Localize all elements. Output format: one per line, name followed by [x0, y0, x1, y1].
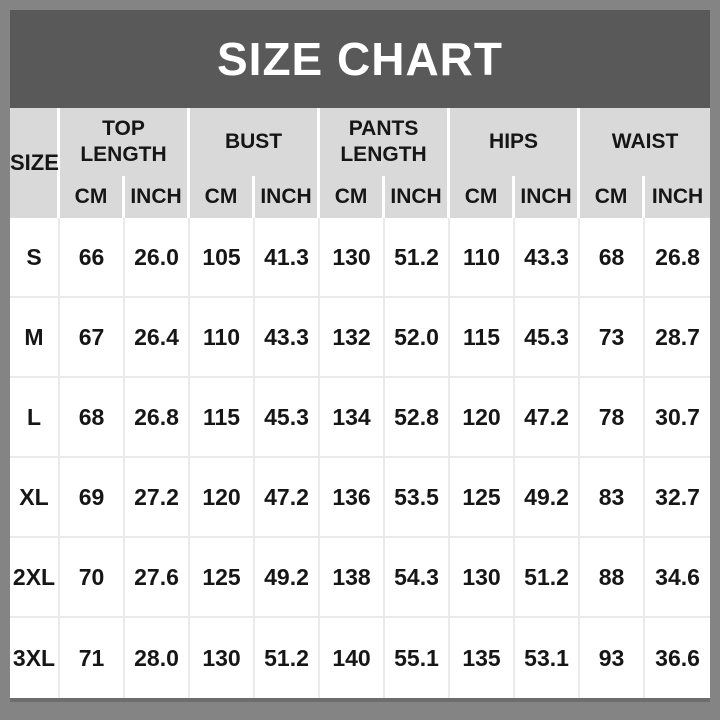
cell: 125: [190, 538, 256, 618]
size-label: L: [10, 378, 60, 458]
cell: 51.2: [385, 218, 451, 298]
cell: 52.8: [385, 378, 451, 458]
size-label: 2XL: [10, 538, 60, 618]
cell: 27.2: [125, 458, 191, 538]
cell: 53.1: [515, 618, 581, 698]
cell: 54.3: [385, 538, 451, 618]
cell: 135: [450, 618, 516, 698]
header-unit-row: CM INCH CM INCH CM INCH CM INCH CM INCH: [10, 176, 711, 218]
header-waist-inch: INCH: [645, 176, 711, 218]
size-chart-panel: SIZE CHART SIZE TOP LENGTH BUST PANTS LE…: [10, 10, 711, 702]
cell: 27.6: [125, 538, 191, 618]
cell: 36.6: [645, 618, 711, 698]
header-pants-length-inch: INCH: [385, 176, 451, 218]
cell: 49.2: [515, 458, 581, 538]
cell: 71: [60, 618, 125, 698]
cell: 43.3: [255, 298, 321, 378]
cell: 41.3: [255, 218, 321, 298]
cell: 32.7: [645, 458, 711, 538]
cell: 93: [580, 618, 646, 698]
cell: 47.2: [255, 458, 321, 538]
cell: 26.8: [645, 218, 711, 298]
cell: 52.0: [385, 298, 451, 378]
cell: 67: [60, 298, 125, 378]
size-row-xl: XL 69 27.2 120 47.2 136 53.5 125 49.2 83…: [10, 458, 711, 538]
title-bar: SIZE CHART: [10, 10, 710, 108]
header-waist-cm: CM: [580, 176, 646, 218]
cell: 136: [320, 458, 386, 538]
cell: 51.2: [255, 618, 321, 698]
cell: 43.3: [515, 218, 581, 298]
cell: 26.0: [125, 218, 191, 298]
cell: 49.2: [255, 538, 321, 618]
cell: 26.4: [125, 298, 191, 378]
header-bust-cm: CM: [190, 176, 256, 218]
cell: 69: [60, 458, 125, 538]
cell: 130: [450, 538, 516, 618]
size-label: S: [10, 218, 60, 298]
cell: 105: [190, 218, 256, 298]
cell: 110: [450, 218, 516, 298]
cell: 68: [580, 218, 646, 298]
cell: 125: [450, 458, 516, 538]
header-group-bust: BUST: [190, 108, 321, 176]
cell: 26.8: [125, 378, 191, 458]
cell: 34.6: [645, 538, 711, 618]
cell: 70: [60, 538, 125, 618]
cell: 130: [320, 218, 386, 298]
header-group-hips: HIPS: [450, 108, 581, 176]
size-row-l: L 68 26.8 115 45.3 134 52.8 120 47.2 78 …: [10, 378, 711, 458]
cell: 132: [320, 298, 386, 378]
cell: 73: [580, 298, 646, 378]
cell: 66: [60, 218, 125, 298]
header-group-top-length: TOP LENGTH: [60, 108, 191, 176]
cell: 53.5: [385, 458, 451, 538]
header-group-waist: WAIST: [580, 108, 711, 176]
cell: 83: [580, 458, 646, 538]
cell: 28.7: [645, 298, 711, 378]
size-label: M: [10, 298, 60, 378]
size-row-s: S 66 26.0 105 41.3 130 51.2 110 43.3 68 …: [10, 218, 711, 298]
cell: 130: [190, 618, 256, 698]
header-top-length-inch: INCH: [125, 176, 191, 218]
size-label: XL: [10, 458, 60, 538]
cell: 120: [190, 458, 256, 538]
header-top-length-cm: CM: [60, 176, 125, 218]
size-row-2xl: 2XL 70 27.6 125 49.2 138 54.3 130 51.2 8…: [10, 538, 711, 618]
cell: 45.3: [255, 378, 321, 458]
cell: 30.7: [645, 378, 711, 458]
cell: 120: [450, 378, 516, 458]
header-group-row: SIZE TOP LENGTH BUST PANTS LENGTH HIPS W…: [10, 108, 711, 218]
cell: 47.2: [515, 378, 581, 458]
cell: 115: [190, 378, 256, 458]
cell: 134: [320, 378, 386, 458]
cell: 55.1: [385, 618, 451, 698]
cell: 51.2: [515, 538, 581, 618]
header-hips-cm: CM: [450, 176, 516, 218]
page-title: SIZE CHART: [217, 33, 503, 85]
cell: 110: [190, 298, 256, 378]
cell: 78: [580, 378, 646, 458]
cell: 140: [320, 618, 386, 698]
header-hips-inch: INCH: [515, 176, 581, 218]
header-bust-inch: INCH: [255, 176, 321, 218]
size-row-m: M 67 26.4 110 43.3 132 52.0 115 45.3 73 …: [10, 298, 711, 378]
size-label: 3XL: [10, 618, 60, 698]
cell: 28.0: [125, 618, 191, 698]
cell: 88: [580, 538, 646, 618]
size-chart-table: SIZE TOP LENGTH BUST PANTS LENGTH HIPS W…: [10, 108, 711, 698]
cell: 45.3: [515, 298, 581, 378]
header-pants-length-cm: CM: [320, 176, 386, 218]
cell: 115: [450, 298, 516, 378]
header-size: SIZE: [10, 108, 60, 218]
cell: 68: [60, 378, 125, 458]
cell: 138: [320, 538, 386, 618]
size-row-3xl: 3XL 71 28.0 130 51.2 140 55.1 135 53.1 9…: [10, 618, 711, 698]
header-group-pants-length: PANTS LENGTH: [320, 108, 451, 176]
